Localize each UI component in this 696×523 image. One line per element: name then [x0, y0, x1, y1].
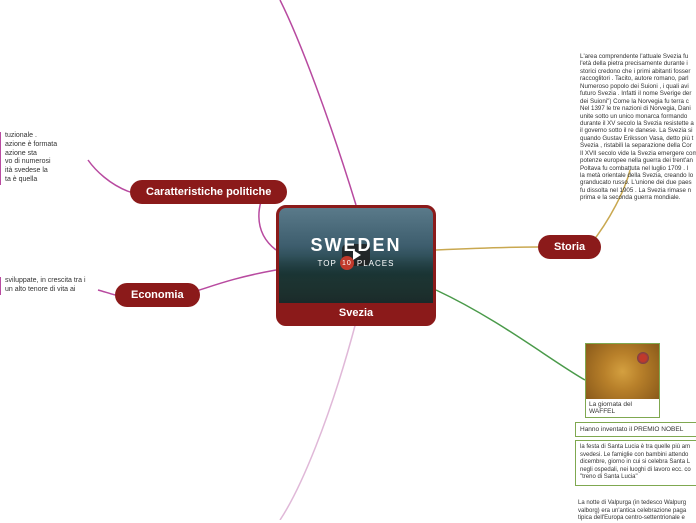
text-economia: sviluppate, in crescita tra iun alto ten… — [0, 277, 100, 295]
center-node-svezia[interactable]: SWEDEN TOP 10 PLACES Svezia — [276, 205, 436, 326]
waffle-card[interactable]: La giornata del WAFFEL — [585, 343, 660, 418]
text-caratteristiche: tuzionale .azione è formataazione stavo … — [0, 132, 90, 185]
thumbnail-title: SWEDEN — [310, 235, 401, 256]
valpurga-text: La notte di Valpurga (in tedesco Walpurg… — [578, 500, 696, 523]
nobel-card[interactable]: Hanno inventato il PREMIO NOBEL — [575, 422, 696, 437]
waffle-caption: La giornata del WAFFEL — [586, 399, 659, 417]
branch-caratteristiche[interactable]: Caratteristiche politiche — [130, 180, 287, 204]
center-thumbnail: SWEDEN TOP 10 PLACES — [279, 208, 433, 303]
branch-storia[interactable]: Storia — [538, 235, 601, 259]
lucia-card[interactable]: la festa di Santa Lucia è tra quelle più… — [575, 440, 696, 486]
branch-economia[interactable]: Economia — [115, 283, 200, 307]
waffle-image — [586, 344, 659, 399]
center-label: Svezia — [279, 303, 433, 323]
text-storia: L'area comprendente l'attuale Svezia ful… — [580, 53, 696, 202]
thumbnail-subtitle: TOP 10 PLACES — [318, 256, 395, 270]
